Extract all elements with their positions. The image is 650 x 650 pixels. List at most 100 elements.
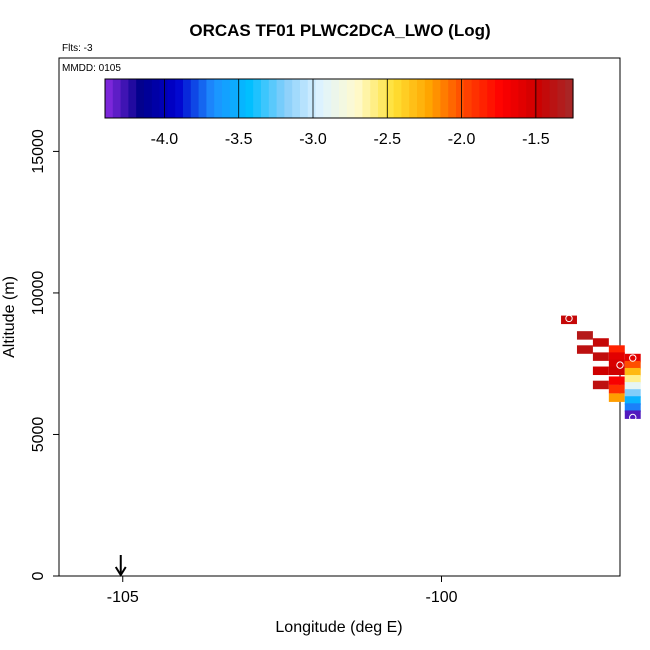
colorbar-swatch — [354, 79, 363, 118]
colorbar-swatch — [331, 79, 340, 118]
data-marker — [565, 314, 573, 323]
colorbar-swatch — [518, 79, 527, 118]
down-arrow-icon — [114, 555, 127, 577]
y-tick-label: 0 — [30, 571, 47, 580]
data-cell — [608, 345, 625, 354]
colorbar-swatch — [417, 79, 426, 118]
data-cell — [608, 376, 625, 385]
colorbar-swatch — [159, 79, 168, 118]
colorbar-swatch — [549, 79, 558, 118]
chart-title: ORCAS TF01 PLWC2DCA_LWO (Log) — [189, 21, 490, 40]
colorbar-swatch — [175, 79, 184, 118]
plot-area — [58, 57, 621, 577]
colorbar-swatch — [456, 79, 465, 118]
colorbar-swatch — [534, 79, 543, 118]
colorbar-swatch — [385, 79, 395, 118]
colorbar-swatch — [105, 79, 114, 118]
colorbar-swatch — [393, 79, 402, 118]
colorbar-swatch — [284, 79, 293, 118]
colorbar-swatch — [370, 79, 379, 118]
colorbar-swatch — [479, 79, 488, 118]
colorbar-tick-label: -1.5 — [522, 131, 550, 148]
colorbar-swatch — [432, 79, 441, 118]
colorbar-swatch — [206, 79, 215, 118]
data-cell — [624, 375, 641, 384]
y-tick-label: 5000 — [30, 417, 47, 453]
colorbar-swatch — [120, 79, 129, 118]
colorbar-swatch — [510, 79, 519, 118]
colorbar-swatch — [128, 79, 137, 118]
data-cell — [592, 366, 609, 376]
data-cell — [624, 403, 641, 412]
data-marker — [629, 413, 637, 422]
data-cell — [592, 380, 609, 390]
y-tick-label: 10000 — [30, 271, 47, 316]
x-tick-label: -105 — [107, 589, 139, 606]
colorbar-swatch — [502, 79, 512, 118]
colorbar-swatch — [315, 79, 324, 118]
colorbar-swatch — [151, 79, 161, 118]
colorbar-swatch — [409, 79, 418, 118]
data-cell — [608, 366, 625, 376]
colorbar-swatch — [541, 79, 551, 118]
colorbar-swatch — [261, 79, 270, 118]
data-cell — [592, 352, 609, 361]
data-cell — [608, 384, 625, 394]
y-tick-label: 15000 — [30, 129, 47, 174]
colorbar-swatch — [339, 79, 348, 118]
colorbar-swatch — [401, 79, 410, 118]
colorbar-swatch — [190, 79, 200, 118]
data-marker — [584, 384, 592, 392]
colorbar-swatch — [440, 79, 449, 118]
colorbar-swatch — [495, 79, 504, 118]
flights-label: Flts: -3 — [62, 43, 93, 54]
x-axis-label: Longitude (deg E) — [275, 619, 402, 636]
colorbar-swatch — [565, 79, 574, 118]
data-cell — [624, 353, 641, 363]
colorbar-swatch — [424, 79, 434, 118]
colorbar-swatch — [237, 79, 246, 118]
colorbar-swatch — [471, 79, 480, 118]
colorbar-swatch — [112, 79, 122, 118]
x-axis: -105 -100 — [107, 576, 458, 606]
colorbar-swatch — [214, 79, 223, 118]
data-cell — [624, 382, 641, 391]
colorbar-swatch — [245, 79, 254, 118]
colorbar-swatch — [253, 79, 262, 118]
colorbar-swatch — [144, 79, 153, 118]
colorbar-tick-label: -3.0 — [299, 131, 327, 148]
colorbar-swatch — [136, 79, 145, 118]
data-cell — [624, 360, 641, 370]
colorbar-swatch — [268, 79, 278, 118]
colorbar-swatch — [198, 79, 207, 118]
colorbar-swatch — [323, 79, 332, 118]
colorbar-swatch — [276, 79, 285, 118]
colorbar: -4.0 -3.5 -3.0 -2.5 -2.0 -1.5 — [104, 78, 574, 148]
date-label: MMDD: 0105 — [62, 63, 121, 74]
colorbar-swatch — [346, 79, 356, 118]
colorbar-swatch — [229, 79, 239, 118]
colorbar-swatch — [167, 79, 176, 118]
colorbar-swatch — [362, 79, 371, 118]
data-cell — [624, 367, 641, 377]
colorbar-swatch — [378, 79, 387, 118]
data-markers — [565, 314, 637, 422]
y-axis-label: Altitude (m) — [1, 276, 18, 358]
data-cells — [561, 315, 641, 419]
colorbar-tick-label: -2.5 — [373, 131, 401, 148]
colorbar-swatch — [222, 79, 231, 118]
colorbar-swatch — [292, 79, 301, 118]
data-cell — [561, 315, 577, 325]
data-cell — [624, 389, 641, 398]
colorbar-swatch — [463, 79, 473, 118]
data-cell — [576, 331, 593, 340]
data-marker — [616, 361, 624, 369]
colorbar-swatch — [307, 79, 317, 118]
data-marker — [629, 354, 637, 362]
colorbar-swatch — [557, 79, 566, 118]
y-axis: 0 5000 10000 15000 — [30, 129, 59, 580]
x-tick-label: -100 — [425, 589, 457, 606]
colorbar-swatch — [448, 79, 457, 118]
colorbar-swatch — [487, 79, 496, 118]
